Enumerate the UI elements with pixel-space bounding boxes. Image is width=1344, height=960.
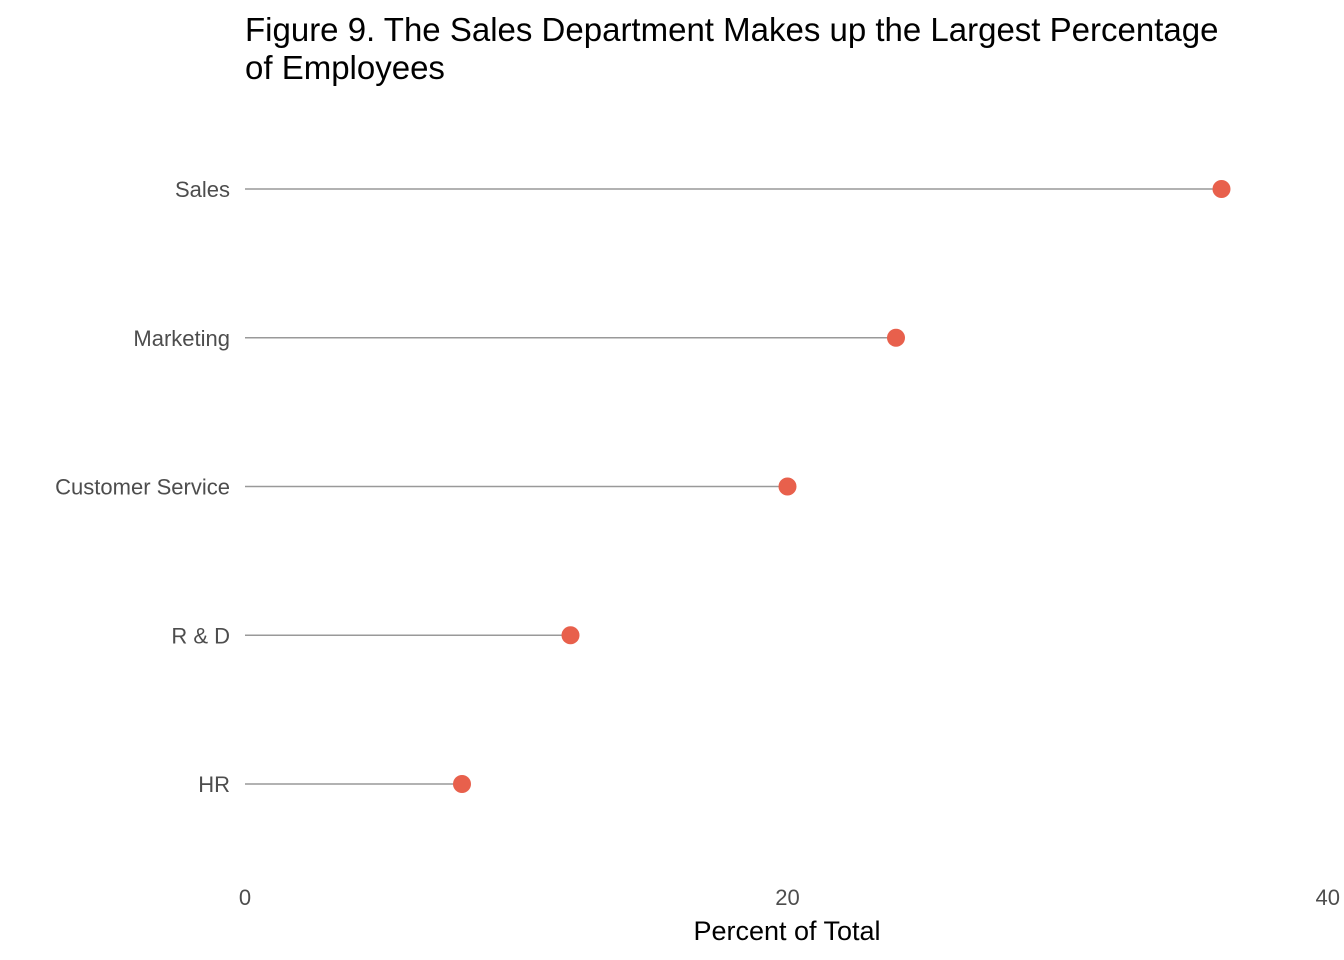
- category-label-customer-service: Customer Service: [55, 475, 230, 500]
- point-customer-service: [778, 477, 797, 496]
- point-hr: [453, 775, 471, 793]
- category-label-group: Sales Marketing Customer Service R & D HR: [55, 177, 230, 797]
- category-label-r-and-d: R & D: [171, 623, 230, 648]
- chart-title-line-1: Figure 9. The Sales Department Makes up …: [245, 11, 1218, 48]
- x-tick-label-20: 20: [775, 885, 799, 910]
- category-label-marketing: Marketing: [133, 326, 230, 351]
- x-tick-label-group: 0 20 40: [239, 885, 1340, 910]
- stem-group: [245, 188, 1222, 785]
- point-group: [453, 180, 1231, 793]
- x-tick-label-40: 40: [1316, 885, 1340, 910]
- category-label-hr: HR: [198, 772, 230, 797]
- point-marketing: [887, 328, 905, 347]
- category-label-sales: Sales: [175, 177, 230, 202]
- point-r-and-d: [561, 626, 580, 645]
- x-axis-title: Percent of Total: [693, 916, 880, 946]
- point-sales: [1212, 180, 1231, 198]
- chart-title-line-2: of Employees: [245, 49, 445, 86]
- chart-title: Figure 9. The Sales Department Makes up …: [245, 11, 1218, 86]
- x-tick-label-0: 0: [239, 885, 251, 910]
